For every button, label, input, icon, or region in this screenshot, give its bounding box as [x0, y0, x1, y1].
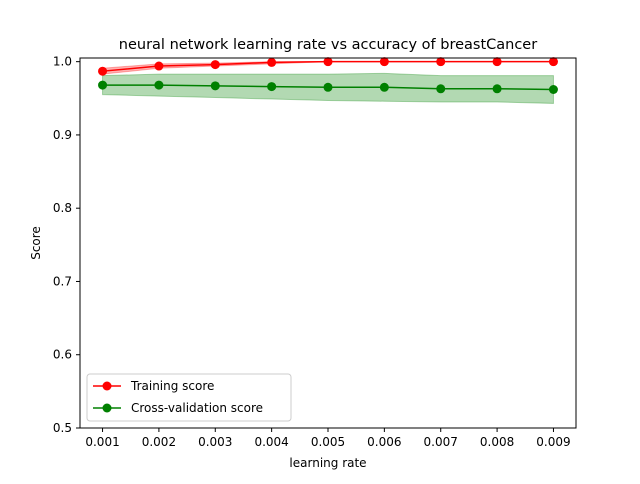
y-axis-ticks: 0.5 0.6 0.7 0.8 0.9 1.0 [53, 55, 80, 435]
cross-validation-score-point [98, 80, 108, 90]
cross-validation-score-point [154, 80, 164, 90]
legend-training-label: Training score [130, 379, 214, 393]
y-tick-label: 0.7 [53, 274, 72, 288]
cross-validation-score-point [267, 82, 277, 92]
cross-validation-score-point [210, 81, 220, 91]
y-tick-label: 0.5 [53, 421, 72, 435]
legend-training-marker [102, 381, 112, 391]
cross-validation-score-point [548, 85, 558, 94]
y-tick-label: 0.8 [53, 201, 72, 215]
x-tick-label: 0.004 [254, 435, 288, 449]
x-tick-label: 0.006 [367, 435, 401, 449]
training-score-point [492, 57, 502, 67]
training-score-point [267, 57, 277, 67]
legend-cv-label: Cross-validation score [131, 401, 263, 415]
cross-validation-score-point [492, 84, 502, 94]
training-score-point [379, 57, 389, 67]
x-tick-label: 0.001 [85, 435, 119, 449]
training-score-point [210, 60, 220, 70]
cross-validation-score-point [323, 82, 333, 92]
cross-validation-score-point [379, 82, 389, 92]
x-tick-label: 0.003 [198, 435, 232, 449]
x-tick-label: 0.008 [480, 435, 514, 449]
x-axis-ticks: 0.001 0.002 0.003 0.004 0.005 0.006 0.007 0.008… [85, 428, 571, 449]
x-tick-label: 0.005 [311, 435, 345, 449]
training-score-point [548, 57, 558, 67]
training-score-point [98, 66, 108, 76]
series-markers [98, 57, 558, 94]
training-score-point [154, 61, 164, 71]
x-tick-label: 0.009 [536, 435, 570, 449]
legend-cv-marker [102, 403, 112, 413]
training-score-point [436, 57, 446, 67]
y-tick-label: 0.9 [53, 128, 72, 142]
chart-title: neural network learning rate vs accuracy… [119, 37, 537, 53]
x-axis-label: learning rate [289, 456, 366, 470]
training-score-point [323, 57, 333, 67]
plot-area [98, 57, 558, 104]
cross-validation-score-point [436, 84, 446, 94]
y-axis-label: Score [29, 226, 43, 260]
x-tick-label: 0.002 [142, 435, 176, 449]
legend-box [86, 373, 292, 422]
x-tick-label: 0.007 [424, 435, 458, 449]
y-tick-label: 1.0 [53, 55, 72, 69]
y-tick-label: 0.6 [53, 348, 72, 362]
legend: Training score Cross-validation score [86, 373, 292, 422]
